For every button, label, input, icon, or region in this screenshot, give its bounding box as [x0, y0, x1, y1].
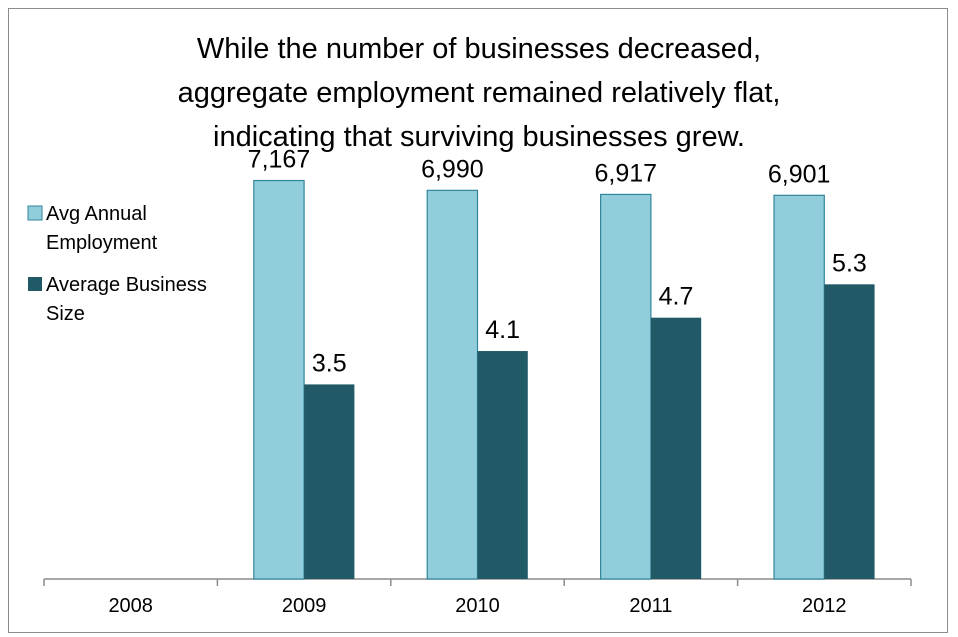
- data-label-series-1: 7,167: [248, 146, 311, 174]
- legend-label-average-business-size-line-2: Size: [46, 303, 85, 325]
- legend-label-avg-annual-employment-line-2: Employment: [46, 232, 158, 254]
- chart-title-line-3: indicating that surviving businesses gre…: [213, 121, 745, 153]
- x-tick-label: 2008: [108, 595, 153, 617]
- data-label-series-1: 6,917: [594, 159, 657, 187]
- chart-title-line-1: While the number of businesses decreased…: [197, 33, 761, 65]
- data-label-series-1: 6,990: [421, 155, 484, 183]
- legend-label-avg-annual-employment-line-1: Avg Annual: [46, 203, 147, 225]
- chart-title: While the number of businesses decreased…: [178, 33, 781, 153]
- bar-series-1: [253, 179, 305, 580]
- bar-chart: While the number of businesses decreased…: [27, 33, 912, 617]
- x-tick-label: 2012: [802, 595, 847, 617]
- data-label-series-1: 6,901: [768, 160, 831, 188]
- chart-legend: Avg Annual Employment Average Business S…: [27, 203, 207, 325]
- legend-swatch-avg-annual-employment: [27, 205, 43, 221]
- x-tick-label: 2011: [629, 595, 672, 617]
- x-tick-label: 2010: [455, 595, 500, 617]
- data-label-series-2: 5.3: [832, 249, 867, 277]
- bar-series-1: [773, 194, 825, 580]
- bar-series-2: [824, 284, 875, 579]
- data-label-series-2: 4.7: [659, 283, 694, 311]
- chart-marks: 2008 2009 7,167 3.5 2010 6,990 4.1 2011 6,917 4.7…: [43, 146, 912, 617]
- bar-series-2: [650, 317, 702, 579]
- data-label-series-2: 3.5: [312, 349, 347, 377]
- bar-series-1: [600, 193, 652, 580]
- bar-series-1: [426, 189, 479, 580]
- legend-swatch-average-business-size: [28, 277, 42, 291]
- chart-frame: While the number of businesses decreased…: [8, 8, 948, 633]
- bar-series-2: [477, 351, 528, 579]
- bar-series-2: [304, 384, 355, 579]
- data-label-series-2: 4.1: [485, 316, 520, 344]
- chart-title-line-2: aggregate employment remained relatively…: [178, 77, 781, 109]
- legend-label-average-business-size-line-1: Average Business: [46, 274, 207, 296]
- x-tick-label: 2009: [282, 595, 327, 617]
